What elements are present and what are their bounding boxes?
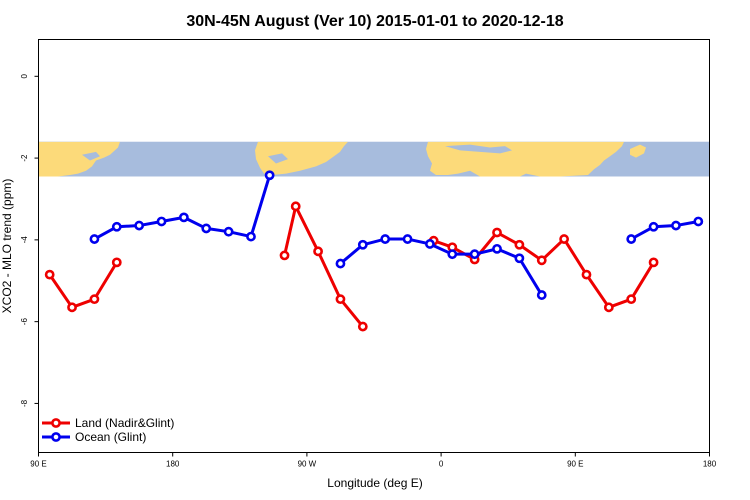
series-ocean	[89, 170, 704, 300]
legend: Land (Nadir&Glint)Ocean (Glint)	[42, 416, 174, 444]
data-point	[380, 234, 391, 244]
y-tick-label: -2	[20, 154, 29, 162]
data-point	[581, 269, 592, 280]
map-land-shape	[38, 141, 120, 177]
y-axis: 0 -2 -4 -6 -8	[20, 74, 39, 407]
x-tick-label: 90 E	[567, 460, 583, 469]
series-line	[630, 219, 699, 241]
data-point	[111, 221, 122, 232]
data-point	[246, 231, 256, 242]
data-point	[134, 220, 145, 231]
legend-marker	[51, 418, 61, 428]
chart-title: 30N-45N August (Ver 10) 2015-01-01 to 20…	[186, 13, 563, 30]
data-point	[111, 257, 122, 268]
series-land	[44, 201, 659, 332]
data-point	[626, 294, 637, 305]
data-point	[357, 321, 368, 332]
data-point	[514, 239, 525, 250]
series-line	[339, 237, 544, 296]
data-point	[469, 249, 480, 260]
x-tick-label: 180	[703, 460, 717, 469]
world-map-strip	[38, 141, 710, 177]
x-axis: 90 E 180 90 W 0 90 E 180	[30, 452, 717, 469]
x-tick-label: 180	[166, 460, 180, 469]
y-tick-label: -6	[20, 318, 29, 326]
y-tick-label: 0	[20, 74, 29, 79]
x-tick-label: 90 E	[30, 460, 46, 469]
data-point	[44, 269, 55, 280]
data-point	[201, 223, 212, 234]
series-line	[283, 204, 364, 328]
data-point	[313, 246, 323, 257]
data-point	[514, 253, 525, 264]
data-point	[671, 220, 681, 231]
series-line	[48, 261, 119, 309]
data-point	[89, 234, 100, 244]
data-point	[492, 243, 502, 254]
map-water-shape	[445, 144, 512, 154]
data-point	[603, 302, 614, 313]
legend-marker	[51, 432, 61, 442]
y-tick-label: -8	[20, 399, 29, 407]
legend-label: Land (Nadir&Glint)	[75, 416, 174, 430]
data-point	[693, 216, 704, 227]
data-point	[67, 302, 77, 313]
map-water-shape	[82, 151, 100, 161]
data-point	[492, 227, 502, 238]
map-land-shape	[630, 144, 646, 158]
data-point	[279, 250, 290, 261]
data-point	[536, 290, 547, 300]
data-point	[425, 239, 435, 249]
map-water-shape	[268, 153, 288, 164]
data-point	[536, 255, 547, 266]
data-point	[89, 294, 100, 305]
legend-label: Ocean (Glint)	[75, 430, 146, 444]
data-point	[264, 170, 275, 181]
data-point	[559, 234, 570, 244]
data-point	[648, 257, 659, 268]
series-layer	[44, 170, 704, 332]
data-point	[335, 294, 346, 305]
data-point	[156, 216, 167, 227]
data-point	[357, 239, 368, 250]
data-point	[447, 249, 458, 260]
x-axis-label: Longitude (deg E)	[327, 476, 422, 490]
map-land-shape	[255, 141, 348, 176]
y-tick-label: -4	[20, 236, 29, 244]
map-land	[38, 141, 646, 177]
x-tick-label: 0	[439, 460, 444, 469]
data-point	[223, 226, 234, 237]
y-axis-label: XCO2 - MLO trend (ppm)	[0, 179, 14, 314]
data-point	[626, 234, 637, 244]
x-tick-label: 90 W	[298, 460, 317, 469]
data-point	[402, 234, 413, 244]
data-point	[178, 212, 189, 223]
data-point	[290, 201, 301, 212]
plot-frame	[38, 39, 710, 453]
data-point	[648, 221, 659, 232]
data-point	[335, 258, 346, 269]
